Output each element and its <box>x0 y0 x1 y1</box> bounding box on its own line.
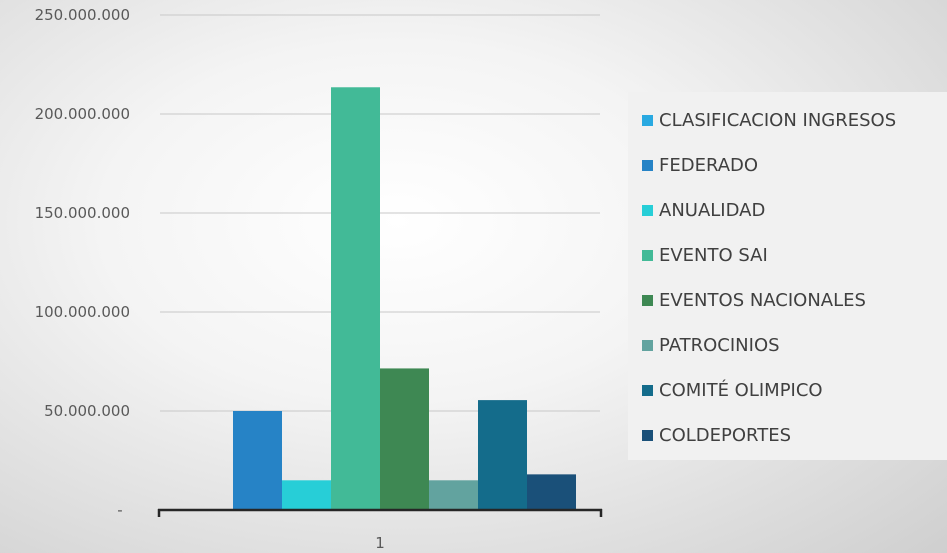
legend-swatch-patrocinios <box>642 339 653 351</box>
legend-label: EVENTOS NACIONALES <box>659 289 866 311</box>
legend-swatch-comite-olimpico <box>642 384 653 396</box>
bar-patrocinios <box>429 480 478 510</box>
legend-label: FEDERADO <box>659 154 759 176</box>
legend-swatch-federado <box>642 159 653 171</box>
legend-item-comite-olimpico: COMITÉ OLIMPICO <box>642 378 823 402</box>
y-tick-label: 150.000.000 <box>35 204 130 222</box>
legend-label: PATROCINIOS <box>659 334 780 356</box>
legend-item-clasificacion-ingresos: CLASIFICACION INGRESOS <box>642 108 896 132</box>
bar-evento-sai <box>331 87 380 511</box>
legend-label: EVENTO SAI <box>659 244 768 266</box>
bar-federado <box>233 411 282 510</box>
legend-item-patrocinios: PATROCINIOS <box>642 333 780 357</box>
legend-item-federado: FEDERADO <box>642 153 758 177</box>
bar-anualidad <box>282 480 331 510</box>
bar-comit-olimpico <box>478 400 527 510</box>
legend-swatch-anualidad <box>642 204 653 216</box>
legend-item-anualidad: ANUALIDAD <box>642 198 765 222</box>
legend-item-coldeportes: COLDEPORTES <box>642 423 791 447</box>
legend-swatch-evento-sai <box>642 249 653 261</box>
legend-swatch-coldeportes <box>642 429 653 441</box>
legend-label: ANUALIDAD <box>659 199 766 221</box>
y-tick-label: 100.000.000 <box>35 303 130 321</box>
y-tick-label: 200.000.000 <box>35 105 130 123</box>
bars <box>233 87 576 511</box>
y-axis-tick-labels: - 50.000.000 100.000.000 150.000.000 200.000… <box>35 6 130 519</box>
legend-item-eventos-nacionales: EVENTOS NACIONALES <box>642 288 866 312</box>
legend-swatch-eventos-nacionales <box>642 294 653 306</box>
y-tick-label: 50.000.000 <box>44 402 130 420</box>
legend-label: COMITÉ OLIMPICO <box>659 379 823 401</box>
bar-eventos-nacionales <box>380 368 429 510</box>
legend-label: COLDEPORTES <box>659 424 792 446</box>
legend-swatch-clasificacion-ingresos <box>642 114 653 126</box>
legend-item-evento-sai: EVENTO SAI <box>642 243 768 267</box>
bar-coldeportes <box>527 474 576 510</box>
y-tick-label: 250.000.000 <box>35 6 130 24</box>
legend: CLASIFICACION INGRESOS FEDERADO ANUALIDA… <box>628 92 947 460</box>
legend-label: CLASIFICACION INGRESOS <box>659 109 897 131</box>
y-tick-label: - <box>117 501 122 519</box>
x-axis-category-label: 1 <box>375 534 385 552</box>
